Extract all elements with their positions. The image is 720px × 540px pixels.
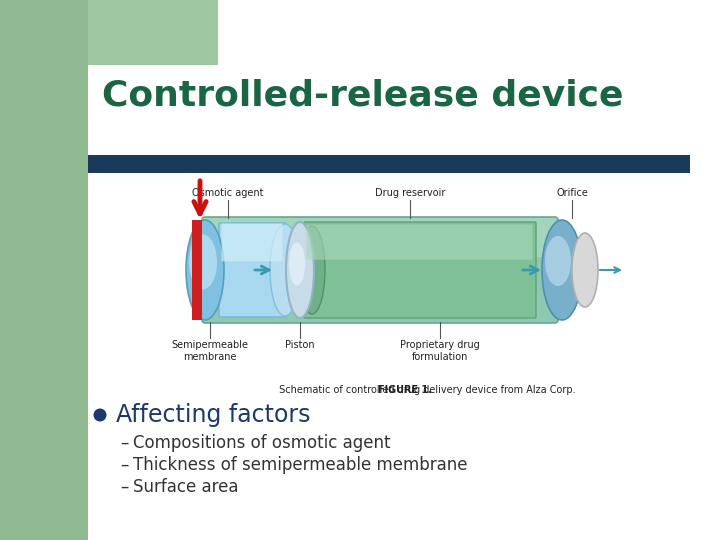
Text: –: – [120,456,128,474]
Text: FIGURE 1.: FIGURE 1. [378,385,432,395]
FancyBboxPatch shape [203,218,557,257]
Text: –: – [120,478,128,496]
Ellipse shape [189,234,217,289]
Ellipse shape [545,236,571,286]
FancyBboxPatch shape [304,222,536,318]
Bar [0,0,88,540]
Text: Affecting factors: Affecting factors [116,403,310,427]
Text: Controlled-release device: Controlled-release device [102,78,624,112]
Text: Thickness of semipermeable membrane: Thickness of semipermeable membrane [133,456,467,474]
Circle shape [94,408,107,422]
Text: Compositions of osmotic agent: Compositions of osmotic agent [133,434,390,452]
Ellipse shape [186,220,224,320]
FancyBboxPatch shape [202,217,558,323]
Ellipse shape [270,224,300,316]
Text: Orifice: Orifice [556,188,588,198]
Text: Osmotic agent: Osmotic agent [192,188,264,198]
Text: Piston: Piston [285,340,315,350]
Text: –: – [120,434,128,452]
Ellipse shape [289,242,305,286]
Ellipse shape [542,220,582,320]
Ellipse shape [299,226,325,314]
Text: Proprietary drug
formulation: Proprietary drug formulation [400,340,480,362]
Bar [88,0,218,65]
Text: Semipermeable
membrane: Semipermeable membrane [171,340,248,362]
Text: Surface area: Surface area [133,478,238,496]
FancyBboxPatch shape [222,224,282,261]
Bar [88,155,690,173]
FancyBboxPatch shape [219,223,286,317]
Ellipse shape [572,233,598,307]
Bar [88,0,218,65]
Bar [192,220,202,320]
Bar [88,0,720,540]
Text: Schematic of controlled drug delivery device from Alza Corp.: Schematic of controlled drug delivery de… [276,385,576,395]
Text: Drug reservoir: Drug reservoir [375,188,445,198]
FancyBboxPatch shape [307,225,533,260]
Ellipse shape [286,222,314,318]
